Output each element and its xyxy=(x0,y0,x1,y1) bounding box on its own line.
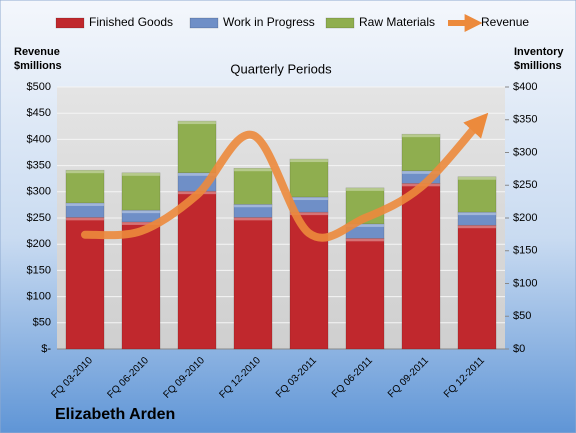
bar-cap xyxy=(289,212,329,216)
y2-tick-label: $400 xyxy=(513,81,537,93)
bar-cap xyxy=(233,217,273,221)
legend-label: Finished Goods xyxy=(89,15,173,29)
y-tick-label: $500 xyxy=(27,81,51,93)
y-tick-label: $200 xyxy=(27,238,51,250)
bar xyxy=(121,209,161,223)
y2-tick-label: $300 xyxy=(513,146,537,158)
company-name: Elizabeth Arden xyxy=(55,406,175,423)
y-tick-label: $400 xyxy=(27,133,51,145)
bar xyxy=(121,221,161,350)
y2-axis-title: $millions xyxy=(514,60,562,72)
y-tick-label: $- xyxy=(41,343,51,355)
bar xyxy=(457,176,497,213)
bar-cap xyxy=(121,221,161,225)
bar xyxy=(233,217,273,350)
y-tick-label: $50 xyxy=(33,317,51,329)
bar xyxy=(121,172,161,211)
legend-swatch xyxy=(325,17,355,29)
bar xyxy=(177,190,217,350)
line xyxy=(81,112,489,242)
bar-cap xyxy=(345,223,385,227)
legend-label: Work in Progress xyxy=(223,15,315,29)
y2-tick-label: $200 xyxy=(513,212,537,224)
y-tick-label: $300 xyxy=(27,186,51,198)
y-tick-label: $350 xyxy=(27,160,51,172)
bar-cap xyxy=(177,121,217,125)
legend-swatch xyxy=(189,17,219,29)
legend-swatch xyxy=(55,17,85,29)
bar xyxy=(233,167,273,205)
y-tick-label: $150 xyxy=(27,264,51,276)
bar-cap xyxy=(457,212,497,216)
bar-cap xyxy=(177,172,217,176)
legend-label: Revenue xyxy=(481,15,529,29)
bar-cap xyxy=(233,168,273,172)
bar xyxy=(65,217,105,350)
bar-cap xyxy=(65,202,105,206)
y2-tick-label: $50 xyxy=(513,310,531,322)
y2-axis-title: Inventory xyxy=(514,46,564,58)
bar-cap xyxy=(401,170,441,174)
bar xyxy=(289,158,329,198)
bar-cap xyxy=(65,170,105,174)
y-tick-label: $100 xyxy=(27,291,51,303)
legend-label: Raw Materials xyxy=(359,15,435,29)
bar-cap xyxy=(401,134,441,138)
bar-cap xyxy=(457,225,497,229)
bar xyxy=(177,120,217,174)
chart-title: Quarterly Periods xyxy=(230,61,332,76)
y2-tick-label: $250 xyxy=(513,179,537,191)
bar-cap xyxy=(121,210,161,214)
bar-cap xyxy=(457,176,497,180)
y2-tick-label: $350 xyxy=(513,114,537,126)
bar xyxy=(457,224,497,350)
bar-cap xyxy=(345,238,385,242)
bar-cap xyxy=(233,204,273,208)
y-axis-title: $millions xyxy=(14,60,62,72)
bar xyxy=(401,133,441,172)
bar-cap xyxy=(289,197,329,201)
y2-tick-label: $0 xyxy=(513,343,525,355)
bar xyxy=(65,169,105,204)
bar-cap xyxy=(65,217,105,221)
y-tick-label: $250 xyxy=(27,212,51,224)
y2-tick-label: $150 xyxy=(513,245,537,257)
bar xyxy=(401,183,441,350)
bar xyxy=(345,238,385,350)
bar-cap xyxy=(121,172,161,176)
y-axis-title: Revenue xyxy=(14,46,60,58)
bar-cap xyxy=(345,187,385,191)
bar-cap xyxy=(289,159,329,163)
y2-tick-label: $100 xyxy=(513,277,537,289)
y-tick-label: $450 xyxy=(27,107,51,119)
